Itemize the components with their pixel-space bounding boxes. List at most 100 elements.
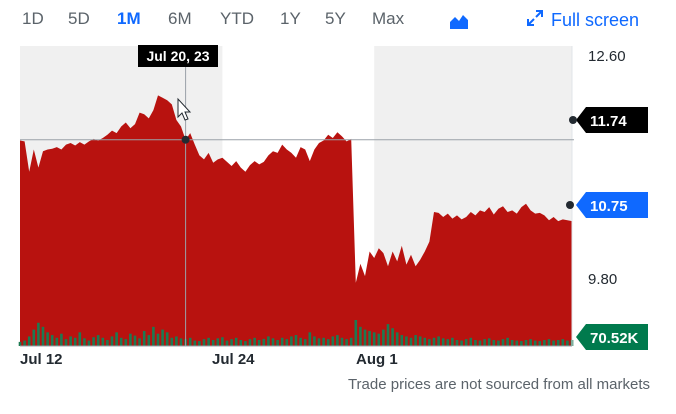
volume-bar (106, 339, 109, 346)
volume-bar (303, 339, 307, 346)
volume-bar (437, 336, 440, 346)
price-area-series (20, 95, 572, 346)
volume-bar (483, 339, 486, 346)
volume-bar (216, 338, 220, 346)
volume-bar (510, 339, 514, 346)
volume-bar (326, 339, 330, 346)
volume-bar (69, 336, 72, 346)
volume-bar (225, 340, 229, 346)
x-tick-label: Aug 1 (356, 351, 398, 368)
volume-bar (294, 335, 298, 346)
volume-bar (234, 337, 238, 346)
volume-bar (547, 339, 551, 346)
range-tab-1y[interactable]: 1Y (280, 9, 301, 28)
range-tab-1m[interactable]: 1M (117, 9, 141, 28)
volume-bar (138, 338, 141, 346)
volume-bar (336, 335, 339, 346)
volume-bar (152, 326, 155, 346)
range-tab-6m[interactable]: 6M (168, 9, 192, 28)
volume-bar (538, 341, 542, 346)
volume-bar (211, 339, 215, 346)
y-tick-label: 12.60 (588, 48, 626, 65)
volume-bar (239, 339, 243, 346)
volume-bar (556, 339, 560, 346)
hover-date-label: Jul 20, 23 (146, 48, 209, 64)
volume-bar (253, 337, 256, 346)
volume-bar (290, 336, 293, 346)
volume-bar (464, 339, 468, 346)
range-tab-5y[interactable]: 5Y (325, 9, 346, 28)
volume-bar (418, 336, 422, 346)
volume-bar (193, 340, 197, 346)
volume-bar (179, 338, 183, 346)
volume-bar (156, 333, 160, 346)
mountain-chart-icon[interactable] (448, 12, 470, 30)
volume-bar (175, 336, 178, 346)
volume-bar (566, 340, 569, 346)
range-tab-ytd[interactable]: YTD (220, 9, 254, 28)
volume-bar (524, 339, 528, 346)
volume-bar (37, 322, 40, 346)
volume-bar (115, 332, 118, 346)
volume-bar (478, 340, 482, 346)
volume-bar (271, 338, 275, 346)
volume-bar (165, 332, 169, 346)
volume-bar (331, 336, 335, 346)
volume-bar (244, 341, 247, 346)
volume-bar (441, 338, 445, 346)
volume-bar (400, 335, 404, 346)
volume-bar (405, 336, 408, 346)
volume-bar (382, 329, 385, 346)
current-price-label: 10.75 (590, 198, 628, 215)
volume-bar (198, 341, 201, 346)
x-tick-label: Jul 24 (212, 351, 255, 368)
volume-bar (345, 339, 348, 346)
volume-bar (119, 337, 123, 346)
volume-bar (460, 340, 463, 346)
volume-bar (248, 339, 252, 346)
volume-bar (391, 328, 394, 346)
volume-bar (267, 336, 270, 346)
volume-bar (124, 339, 128, 346)
volume-bar (41, 326, 45, 346)
volume-bar (280, 337, 284, 346)
volume-bar (78, 332, 82, 346)
volume-bar (506, 337, 509, 346)
volume-bar (161, 329, 164, 346)
volume-bar (359, 326, 362, 346)
volume-bar (64, 339, 68, 346)
volume-bar (414, 335, 417, 346)
volume-bar (23, 340, 26, 346)
hover-date-tooltip: Jul 20, 23 (138, 45, 218, 67)
fullscreen-label: Full screen (551, 10, 640, 30)
volume-bar (372, 332, 376, 346)
range-tab-1d[interactable]: 1D (22, 9, 44, 28)
volume-bar (340, 337, 344, 346)
volume-bar (262, 338, 266, 346)
range-tab-max[interactable]: Max (372, 9, 405, 28)
range-tab-5d[interactable]: 5D (68, 9, 90, 28)
volume-bar (561, 339, 565, 346)
volume-bar (87, 340, 91, 346)
volume-bar (469, 337, 473, 346)
expand-arrows-icon (526, 9, 544, 32)
fullscreen-button[interactable]: Full screen (526, 9, 639, 32)
volume-bar (446, 339, 450, 346)
volume-bar (129, 333, 132, 346)
crosshair-point (181, 135, 190, 144)
volume-bar (354, 320, 358, 346)
volume-bar (487, 338, 491, 346)
volume-bar (363, 329, 367, 346)
volume-bar (92, 337, 95, 346)
volume-bar (552, 340, 555, 346)
volume-bar (133, 335, 137, 346)
volume-bar (230, 339, 233, 346)
volume-bars (18, 320, 574, 346)
volume-bar (368, 330, 371, 346)
volume-bar (322, 337, 325, 346)
volume-bar (60, 333, 63, 346)
volume-bar (308, 332, 312, 346)
volume-bar (501, 339, 505, 346)
